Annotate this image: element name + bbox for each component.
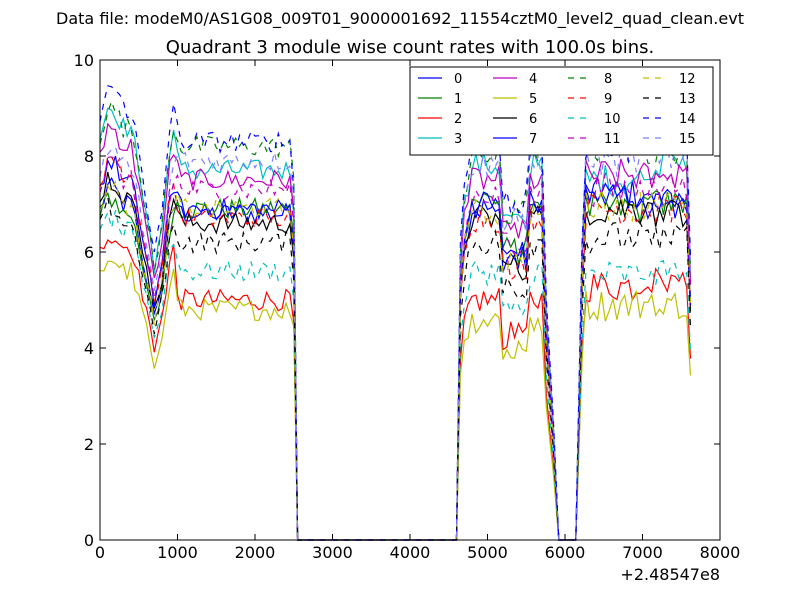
y-tick-label: 4 xyxy=(84,339,94,358)
series-line-12 xyxy=(99,179,692,541)
series-line-5 xyxy=(99,260,692,541)
series-line-0 xyxy=(99,176,692,541)
legend-label-14: 14 xyxy=(679,112,696,127)
y-tick-label: 8 xyxy=(84,147,94,166)
x-tick-label: 6000 xyxy=(545,543,586,562)
legend-label-9: 9 xyxy=(604,92,612,107)
x-tick-label: 2000 xyxy=(235,543,276,562)
series-line-4 xyxy=(99,122,692,541)
series-line-9 xyxy=(99,155,692,541)
x-tick-label: 7000 xyxy=(622,543,663,562)
legend-label-15: 15 xyxy=(679,132,696,147)
legend-label-1: 1 xyxy=(454,92,462,107)
y-tick-label: 0 xyxy=(84,531,94,550)
x-axis: 0 1000 2000 3000 4000 5000 6000 7000 8000 xyxy=(95,60,740,562)
legend-label-8: 8 xyxy=(604,72,612,87)
legend-label-0: 0 xyxy=(454,72,462,87)
y-tick-label: 2 xyxy=(84,435,94,454)
legend-label-3: 3 xyxy=(454,132,462,147)
legend-label-12: 12 xyxy=(679,72,696,87)
chart-suptitle: Data file: modeM0/AS1G08_009T01_90000016… xyxy=(56,9,744,29)
legend-label-4: 4 xyxy=(529,72,537,87)
series-line-3 xyxy=(99,107,692,541)
legend-box xyxy=(409,66,714,156)
legend-label-10: 10 xyxy=(604,112,621,127)
x-offset-label: +2.48547e8 xyxy=(620,565,720,584)
legend-label-11: 11 xyxy=(604,132,621,147)
series-line-10 xyxy=(99,209,692,541)
legend-label-7: 7 xyxy=(529,132,537,147)
legend-label-5: 5 xyxy=(529,92,537,107)
x-tick-label: 4000 xyxy=(390,543,431,562)
y-tick-label: 10 xyxy=(74,51,94,70)
series-line-13 xyxy=(99,197,692,541)
series-line-1 xyxy=(99,190,692,541)
legend-label-2: 2 xyxy=(454,112,462,127)
x-tick-label: 8000 xyxy=(700,543,741,562)
legend-label-6: 6 xyxy=(529,112,537,127)
x-tick-label: 5000 xyxy=(467,543,508,562)
series-line-2 xyxy=(99,239,692,541)
chart-title: Quadrant 3 module wise count rates with … xyxy=(166,37,655,58)
series-line-15 xyxy=(99,140,692,541)
series-line-6 xyxy=(99,171,692,541)
y-tick-label: 6 xyxy=(84,243,94,262)
x-tick-label: 1000 xyxy=(157,543,198,562)
x-tick-label: 3000 xyxy=(312,543,353,562)
x-tick-label: 0 xyxy=(95,543,105,562)
legend-label-13: 13 xyxy=(679,92,696,107)
